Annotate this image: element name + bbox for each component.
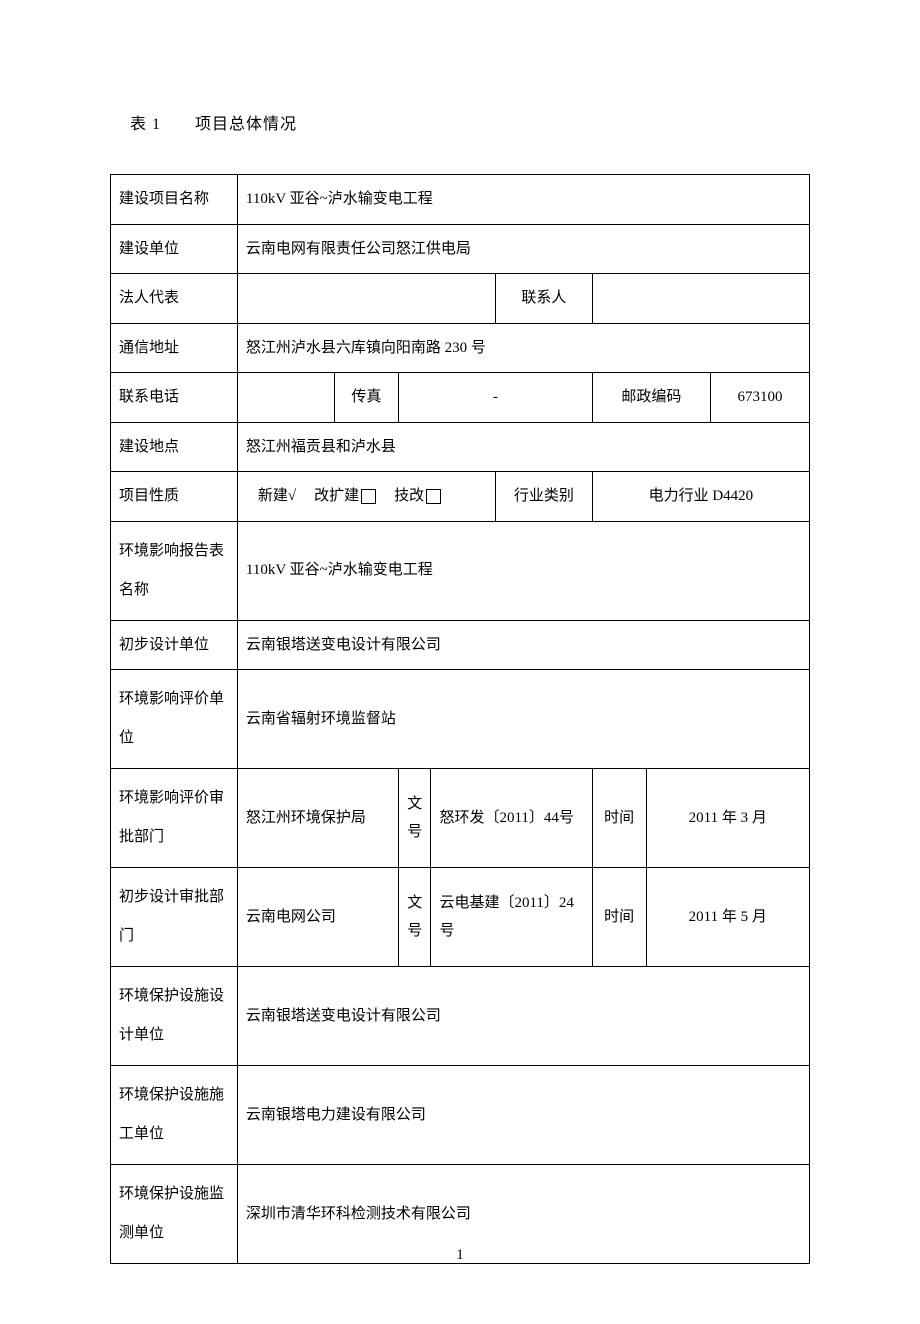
document-page: 表 1 项目总体情况 建设项目名称 110kV 亚谷~泸水输变电工程 建设单位 … xyxy=(0,0,920,1324)
table-row: 法人代表 联系人 xyxy=(111,274,810,324)
table-row: 通信地址 怒江州泸水县六库镇向阳南路 230 号 xyxy=(111,323,810,373)
cell-label: 环境保护设施设计单位 xyxy=(111,967,238,1066)
table-row: 环境影响报告表名称 110kV 亚谷~泸水输变电工程 xyxy=(111,521,810,620)
table-row: 环境影响评价单位 云南省辐射环境监督站 xyxy=(111,670,810,769)
cell-value: 2011 年 3 月 xyxy=(646,769,810,868)
table-row: 环境保护设施设计单位 云南银塔送变电设计有限公司 xyxy=(111,967,810,1066)
cell-value: 云南银塔送变电设计有限公司 xyxy=(237,620,809,670)
cell-value: 怒江州福贡县和泸水县 xyxy=(237,422,809,472)
nature-option: 新建√ xyxy=(258,482,296,511)
cell-value: 673100 xyxy=(711,373,810,423)
cell-label: 联系电话 xyxy=(111,373,238,423)
table-row: 环境保护设施施工单位 云南银塔电力建设有限公司 xyxy=(111,1066,810,1165)
cell-label: 初步设计审批部门 xyxy=(111,868,238,967)
cell-label: 初步设计单位 xyxy=(111,620,238,670)
table-row: 建设项目名称 110kV 亚谷~泸水输变电工程 xyxy=(111,175,810,225)
cell-label: 建设单位 xyxy=(111,224,238,274)
cell-label: 项目性质 xyxy=(111,472,238,522)
cell-value: 云南银塔送变电设计有限公司 xyxy=(237,967,809,1066)
check-mark-icon: √ xyxy=(288,482,296,511)
page-number: 1 xyxy=(0,1247,920,1264)
table-row: 环境影响评价审批部门 怒江州环境保护局 文号 怒环发〔2011〕44号 时间 2… xyxy=(111,769,810,868)
nature-options-cell: 新建√ 改扩建 技改 xyxy=(237,472,495,522)
table-row: 联系电话 传真 - 邮政编码 673100 xyxy=(111,373,810,423)
table-row: 初步设计审批部门 云南电网公司 文号 云电基建〔2011〕24 号 时间 201… xyxy=(111,868,810,967)
cell-label: 法人代表 xyxy=(111,274,238,324)
cell-label: 文号 xyxy=(399,868,431,967)
cell-value: 怒江州泸水县六库镇向阳南路 230 号 xyxy=(237,323,809,373)
cell-value: - xyxy=(399,373,593,423)
cell-value: 怒江州环境保护局 xyxy=(237,769,398,868)
option-text: 技改 xyxy=(394,482,424,511)
checkbox-icon xyxy=(426,489,441,504)
cell-value: 云南银塔电力建设有限公司 xyxy=(237,1066,809,1165)
table-caption: 表 1 项目总体情况 xyxy=(130,110,810,134)
cell-value: 云电基建〔2011〕24 号 xyxy=(431,868,592,967)
cell-label: 建设地点 xyxy=(111,422,238,472)
cell-label: 文号 xyxy=(399,769,431,868)
cell-label: 环境影响报告表名称 xyxy=(111,521,238,620)
cell-label: 时间 xyxy=(592,868,646,967)
cell-label: 环境影响评价审批部门 xyxy=(111,769,238,868)
option-text: 新建 xyxy=(258,482,288,511)
cell-value: 110kV 亚谷~泸水输变电工程 xyxy=(237,521,809,620)
cell-label: 建设项目名称 xyxy=(111,175,238,225)
cell-value xyxy=(237,274,495,324)
table-row: 建设单位 云南电网有限责任公司怒江供电局 xyxy=(111,224,810,274)
cell-value: 云南省辐射环境监督站 xyxy=(237,670,809,769)
project-overview-table: 建设项目名称 110kV 亚谷~泸水输变电工程 建设单位 云南电网有限责任公司怒… xyxy=(110,174,810,1264)
cell-label: 行业类别 xyxy=(495,472,592,522)
cell-label: 通信地址 xyxy=(111,323,238,373)
table-row: 初步设计单位 云南银塔送变电设计有限公司 xyxy=(111,620,810,670)
cell-label: 时间 xyxy=(592,769,646,868)
cell-value: 云南电网公司 xyxy=(237,868,398,967)
cell-value: 110kV 亚谷~泸水输变电工程 xyxy=(237,175,809,225)
cell-value: 2011 年 5 月 xyxy=(646,868,810,967)
cell-label: 环境保护设施施工单位 xyxy=(111,1066,238,1165)
cell-value: 怒环发〔2011〕44号 xyxy=(431,769,592,868)
cell-value xyxy=(592,274,809,324)
cell-label: 环境影响评价单位 xyxy=(111,670,238,769)
option-text: 改扩建 xyxy=(314,482,359,511)
checkbox-icon xyxy=(361,489,376,504)
nature-option: 改扩建 xyxy=(314,482,376,511)
cell-label: 联系人 xyxy=(495,274,592,324)
cell-value: 云南电网有限责任公司怒江供电局 xyxy=(237,224,809,274)
cell-label: 邮政编码 xyxy=(592,373,710,423)
cell-value: 电力行业 D4420 xyxy=(592,472,809,522)
cell-value xyxy=(237,373,334,423)
table-row: 建设地点 怒江州福贡县和泸水县 xyxy=(111,422,810,472)
cell-label: 传真 xyxy=(334,373,399,423)
nature-option: 技改 xyxy=(394,482,441,511)
table-row: 项目性质 新建√ 改扩建 技改 行业类别 电力行业 D4420 xyxy=(111,472,810,522)
